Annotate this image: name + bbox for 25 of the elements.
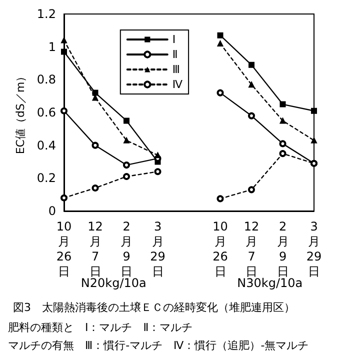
x-tick-label: 2月9日 xyxy=(276,220,289,278)
text: N20kg/10a xyxy=(80,276,146,290)
x-tick-label: 3月29日 xyxy=(150,220,166,278)
y-tick-label: 0 xyxy=(48,204,56,218)
x-tick-label: 10月26日 xyxy=(212,220,228,278)
text: マルチの有無 Ⅲ：慣行-マルチ Ⅳ：慣行（追肥）-無マルチ xyxy=(8,339,309,352)
x-tick-label: 10月26日 xyxy=(56,220,72,278)
text: 肥料の種類と Ⅰ：マルチ Ⅱ：マルチ xyxy=(8,321,193,334)
legend-label: Ⅱ xyxy=(172,48,178,61)
text: 図3 太陽熱消毒後の土壌ＥＣの経時変化（堆肥連用区） xyxy=(13,301,295,314)
legend-label: Ⅰ xyxy=(172,33,176,46)
y-tick-label: 0.6 xyxy=(36,106,56,120)
legend-label: Ⅲ xyxy=(172,63,180,76)
y-tick-label: 1.2 xyxy=(36,7,56,21)
x-tick-label: 12月7日 xyxy=(244,220,260,278)
y-tick-label: 0.2 xyxy=(36,171,56,186)
x-tick-label: 12月7日 xyxy=(88,220,103,278)
x-tick-label: 2月9日 xyxy=(120,220,132,278)
y-tick-label: 1 xyxy=(48,40,56,54)
y-tick-label: 0.8 xyxy=(36,72,56,87)
text: N30kg/10a xyxy=(237,276,303,290)
legend-label: Ⅳ xyxy=(172,78,184,91)
y-axis-title: EC値（dS／m） xyxy=(14,70,28,154)
y-tick-label: 0.4 xyxy=(36,138,56,152)
x-tick-label: 3月29日 xyxy=(306,220,322,278)
